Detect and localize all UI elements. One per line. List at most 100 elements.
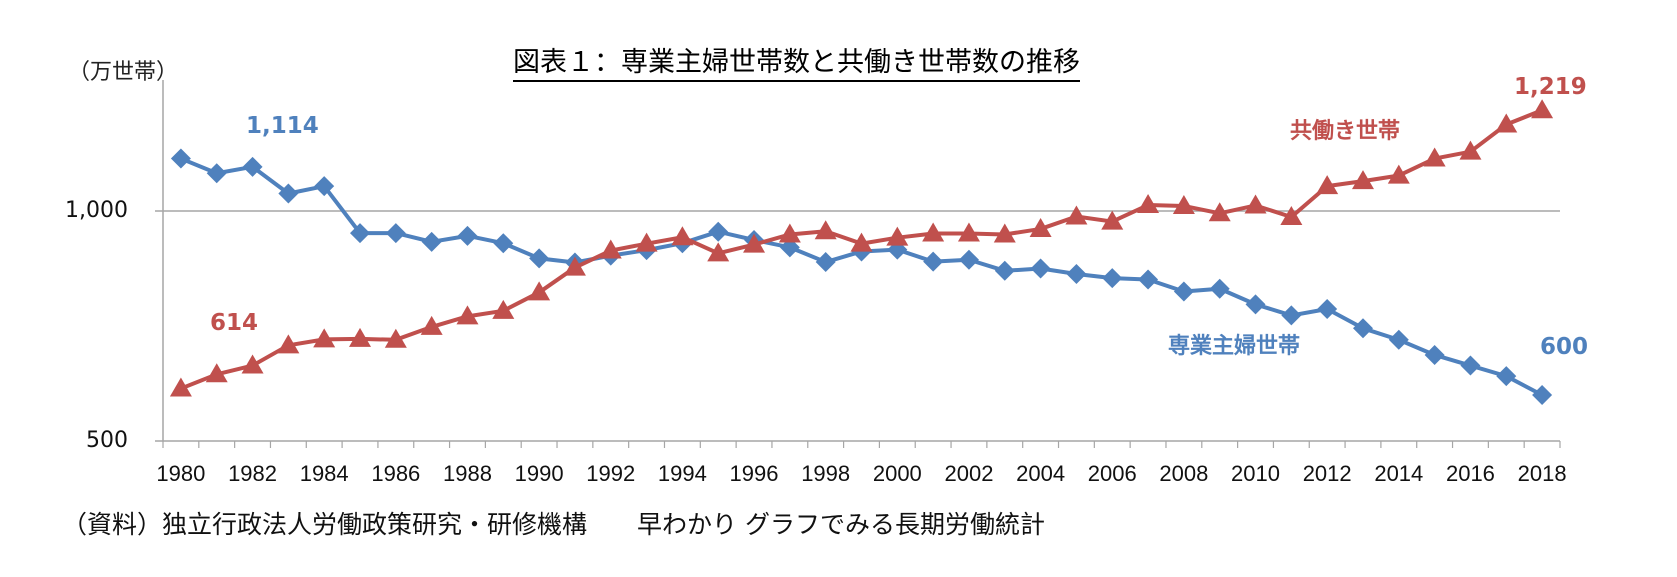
x-tick-label: 1996 <box>730 461 779 486</box>
x-tick-label: 2002 <box>944 461 993 486</box>
triangle-marker-icon <box>205 363 228 383</box>
source-note: （資料）独立行政法人労働政策研究・研修機構 早わかり グラフでみる長期労働統計 <box>62 510 1045 539</box>
y-tick-500: 500 <box>86 428 128 453</box>
triangle-marker-icon <box>957 222 980 242</box>
diamond-marker-icon <box>457 225 478 246</box>
triangle-marker-icon <box>922 222 945 242</box>
dual-series-label: 共働き世帯 <box>1290 119 1401 144</box>
x-tick-label: 1982 <box>228 461 277 486</box>
x-tick-label: 1998 <box>801 461 850 486</box>
triangle-marker-icon <box>814 220 837 240</box>
diamond-marker-icon <box>1388 329 1409 350</box>
diamond-marker-icon <box>1496 366 1517 387</box>
diamond-marker-icon <box>1245 294 1266 315</box>
x-tick-label: 1980 <box>156 461 205 486</box>
y-tick-1000: 1,000 <box>65 198 128 223</box>
diamond-marker-icon <box>278 183 299 204</box>
diamond-marker-icon <box>815 252 836 273</box>
triangle-marker-icon <box>349 327 372 347</box>
x-tick-label: 2016 <box>1446 461 1495 486</box>
triangle-marker-icon <box>1208 202 1231 222</box>
diamond-marker-icon <box>1102 268 1123 289</box>
x-tick-label: 2004 <box>1016 461 1065 486</box>
triangle-marker-icon <box>1387 164 1410 184</box>
diamond-marker-icon <box>170 148 191 169</box>
diamond-marker-icon <box>1281 305 1302 326</box>
housewife-end-value-label: 600 <box>1540 334 1589 360</box>
triangle-marker-icon <box>563 256 586 276</box>
triangle-marker-icon <box>671 226 694 246</box>
triangle-marker-icon <box>743 233 766 253</box>
triangle-marker-icon <box>169 377 192 397</box>
diamond-marker-icon <box>350 223 371 244</box>
diamond-marker-icon <box>242 156 263 177</box>
dual-start-value-label: 614 <box>210 310 259 336</box>
triangle-marker-icon <box>492 299 515 319</box>
diamond-marker-icon <box>708 221 729 242</box>
diamond-marker-icon <box>385 223 406 244</box>
diamond-marker-icon <box>958 249 979 270</box>
x-tick-label: 2008 <box>1159 461 1208 486</box>
triangle-marker-icon <box>1351 170 1374 190</box>
diamond-marker-icon <box>1352 318 1373 339</box>
x-tick-label: 1984 <box>300 461 349 486</box>
x-tick-label: 1994 <box>658 461 707 486</box>
triangle-marker-icon <box>635 232 658 252</box>
diamond-marker-icon <box>1209 278 1230 299</box>
x-tick-label: 2006 <box>1088 461 1137 486</box>
triangle-marker-icon <box>313 328 336 348</box>
diamond-marker-icon <box>1460 355 1481 376</box>
chart-title: 図表１：専業主婦世帯数と共働き世帯数の推移 <box>513 46 1080 82</box>
triangle-marker-icon <box>1459 140 1482 160</box>
diamond-marker-icon <box>923 251 944 272</box>
diamond-marker-icon <box>1066 264 1087 285</box>
triangle-marker-icon <box>1495 113 1518 133</box>
triangle-marker-icon <box>528 281 551 301</box>
diamond-marker-icon <box>314 176 335 197</box>
diamond-marker-icon <box>1030 258 1051 279</box>
triangle-marker-icon <box>707 242 730 262</box>
diamond-marker-icon <box>1424 344 1445 365</box>
triangle-marker-icon <box>1531 99 1554 119</box>
diamond-marker-icon <box>206 163 227 184</box>
x-tick-label: 1990 <box>515 461 564 486</box>
x-tick-label: 2018 <box>1518 461 1567 486</box>
diamond-marker-icon <box>421 231 442 252</box>
triangle-marker-icon <box>456 305 479 325</box>
triangle-marker-icon <box>241 354 264 374</box>
triangle-marker-icon <box>778 223 801 243</box>
x-tick-label: 1986 <box>371 461 420 486</box>
dual-end-value-label: 1,219 <box>1514 74 1587 100</box>
housewife-series-label: 専業主婦世帯 <box>1168 334 1301 359</box>
triangle-marker-icon <box>886 226 909 246</box>
triangle-marker-icon <box>1244 194 1267 214</box>
y-axis-unit-label: （万世帯） <box>68 60 179 85</box>
housewife-start-value-label: 1,114 <box>246 113 319 139</box>
diamond-marker-icon <box>1317 298 1338 319</box>
triangle-marker-icon <box>1101 210 1124 230</box>
diamond-marker-icon <box>493 233 514 254</box>
diamond-marker-icon <box>1138 269 1159 290</box>
diamond-marker-icon <box>1173 281 1194 302</box>
triangle-marker-icon <box>599 239 622 259</box>
x-tick-label: 2014 <box>1374 461 1423 486</box>
triangle-marker-icon <box>1172 194 1195 214</box>
x-tick-label: 1988 <box>443 461 492 486</box>
triangle-marker-icon <box>1137 194 1160 214</box>
triangle-marker-icon <box>1065 205 1088 225</box>
x-tick-label: 2000 <box>873 461 922 486</box>
triangle-marker-icon <box>384 328 407 348</box>
diamond-marker-icon <box>529 248 550 269</box>
diamond-marker-icon <box>1532 385 1553 405</box>
diamond-marker-icon <box>994 260 1015 281</box>
triangle-marker-icon <box>1423 147 1446 167</box>
x-tick-label: 2010 <box>1231 461 1280 486</box>
triangle-marker-icon <box>420 315 443 335</box>
triangle-marker-icon <box>993 223 1016 243</box>
x-tick-label: 2012 <box>1303 461 1352 486</box>
x-tick-label: 1992 <box>586 461 635 486</box>
triangle-marker-icon <box>850 232 873 252</box>
triangle-marker-icon <box>277 334 300 354</box>
triangle-marker-icon <box>1029 217 1052 237</box>
